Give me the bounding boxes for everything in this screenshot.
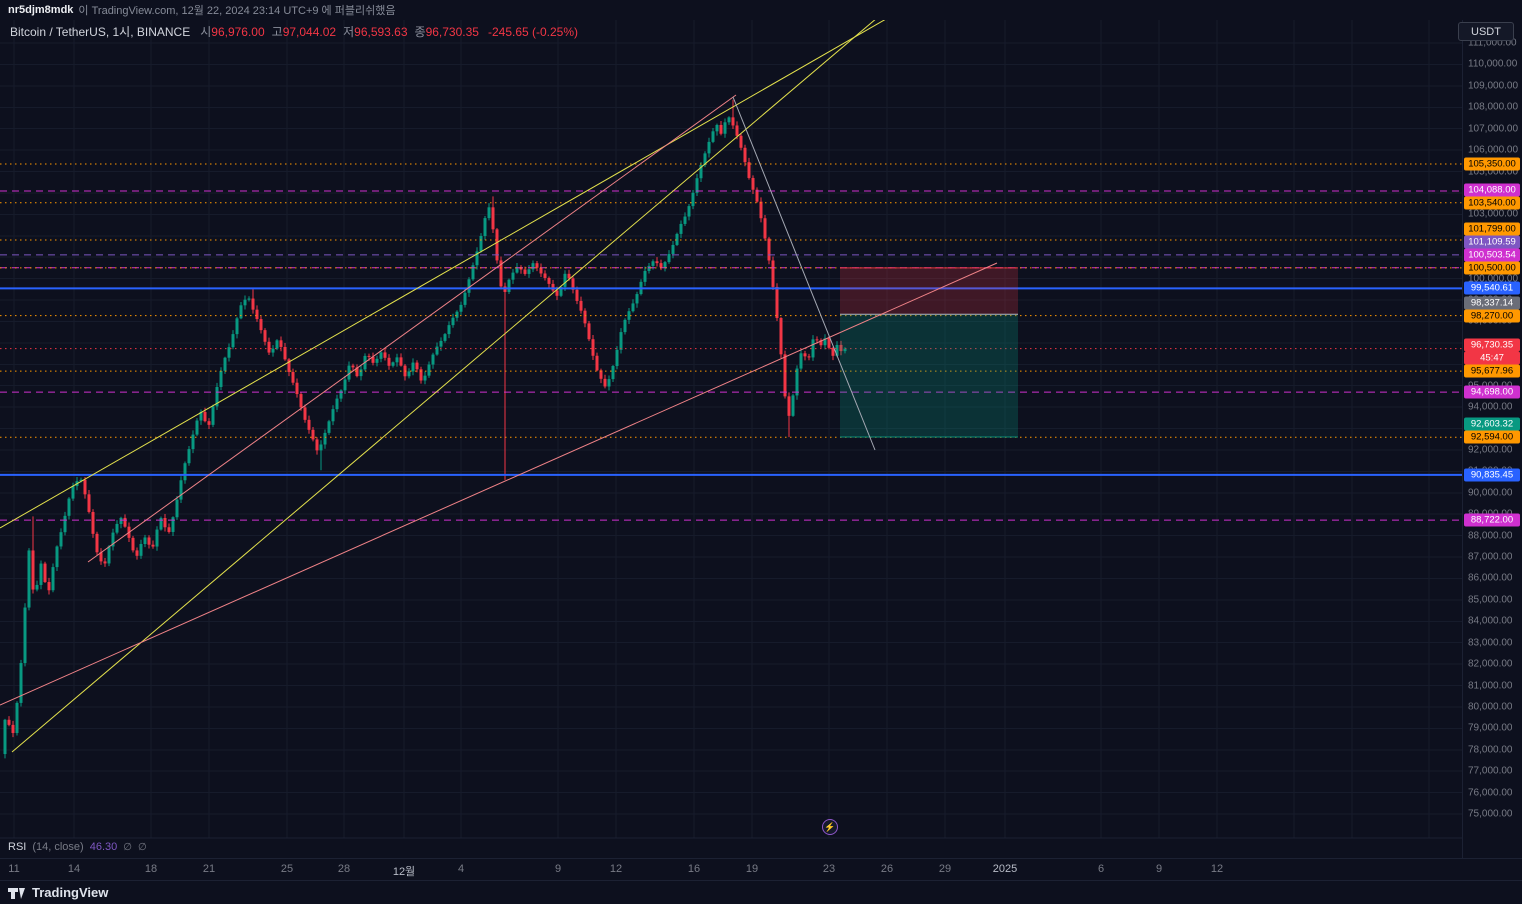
price-axis[interactable]: 75,000.00 76,000.00 77,000.00 78,000.00 79,0… [1462,20,1522,858]
price-axis-badge[interactable]: 98,337.14 [1464,296,1520,310]
yellow-rising-lower [11,20,876,753]
pink-rising-long [0,262,998,706]
time-tick-label: 18 [144,863,158,875]
price-tick-label: 86,000.00 [1468,572,1513,584]
price-tick-label: 105,000.00 [1468,166,1519,177]
price-tick-label: 87,000.00 [1468,551,1513,563]
time-tick-label: 25 [280,863,294,875]
rsi-label[interactable]: RSI [8,841,27,853]
pink-rising-steep [87,94,737,563]
time-axis[interactable]: 11 14 18 21 25 28 12월 4 9 12 16 19 23 26 29 2025 6 9 12 [0,858,1522,880]
price-tick-label: 77,000.00 [1468,765,1513,777]
time-tick-label: 6 [1097,863,1105,875]
tradingview-wordmark[interactable]: TradingView [32,885,109,900]
price-axis-badge[interactable]: 105,350.00 [1464,157,1520,171]
publisher-username[interactable]: nr5djm8mdk [8,4,74,16]
ohlc-high: 고97,044.02 [271,25,337,39]
price-axis-badge[interactable]: 104,088.00 [1464,183,1520,197]
rsi-status-icon-1[interactable]: ∅ [123,841,132,853]
lightning-marker-icon[interactable]: ⚡ [822,819,838,835]
price-axis-badge[interactable]: 94,698.00 [1464,385,1520,399]
rsi-params: (14, close) [32,841,84,853]
time-tick-label: 11 [8,863,20,875]
rsi-status-icon-2[interactable]: ∅ [137,841,147,853]
footer-bar: TradingView [0,880,1522,904]
time-tick-label: 12월 [392,866,416,878]
price-tick-label: 84,000.00 [1468,615,1513,627]
price-tick-label: 82,000.00 [1468,658,1513,670]
price-tick-label: 78,000.00 [1468,744,1513,756]
rsi-value: 46.30 [89,841,118,853]
price-axis-badge[interactable]: 88,722.00 [1464,513,1520,527]
price-tick-label: 90,000.00 [1468,487,1513,499]
currency-toggle-button[interactable]: USDT [1458,22,1514,41]
price-axis-badge[interactable]: 103,540.00 [1464,196,1520,210]
price-axis-badge[interactable]: 92,594.00 [1464,430,1520,444]
price-tick-label: 110,000.00 [1468,58,1518,70]
price-tick-label: 108,000.00 [1468,101,1519,113]
price-tick-label: 81,000.00 [1468,680,1513,691]
price-tick-label: 76,000.00 [1468,787,1513,799]
time-tick-label: 16 [687,863,701,875]
short-position-tool[interactable] [840,267,1018,438]
time-tick-label: 23 [822,863,836,875]
trendlines-layer[interactable] [0,20,998,753]
price-axis-badge[interactable]: 101,109.59 [1464,235,1520,249]
price-tick-label: 88,000.00 [1468,530,1513,542]
price-axis-badge[interactable]: 95,677.96 [1464,364,1520,378]
price-axis-badge[interactable]: 90,835.45 [1464,468,1520,482]
price-axis-badge[interactable]: 98,270.00 [1464,309,1520,323]
price-axis-badge[interactable]: 101,799.00 [1464,222,1520,236]
ohlc-close: 종96,730.35 [414,25,479,39]
publisher-bar: nr5djm8mdk 이 TradingView.com, 12월 22, 20… [0,0,1522,20]
price-axis-badge[interactable]: 45:47 [1464,351,1520,365]
price-change: -245.65 (-0.25%) [487,24,579,39]
time-tick-label: 19 [745,863,759,875]
time-tick-label: 29 [938,863,952,875]
yellow-rising-upper [0,20,886,529]
ohlc-low: 저96,593.63 [343,25,408,39]
price-tick-label: 111,000.00 [1468,37,1517,49]
price-axis-badge[interactable]: 96,730.35 [1464,338,1520,352]
price-axis-badge[interactable]: 99,540.61 [1464,281,1520,295]
rsi-indicator-row[interactable]: RSI (14, close) 46.30 ∅ ∅ [8,841,147,853]
gray-falling [732,96,876,451]
price-tick-label: 109,000.00 [1468,80,1519,92]
chart-canvas[interactable] [0,20,1462,858]
tradingview-logo-icon[interactable] [8,884,26,902]
price-axis-badge[interactable]: 100,500.00 [1464,261,1520,275]
price-axis-badge[interactable]: 92,603.32 [1464,417,1520,431]
price-tick-label: 75,000.00 [1468,808,1513,820]
symbol-header: Bitcoin / TetherUS, 1시, BINANCE 시96,976.… [10,23,578,40]
time-tick-label: 21 [202,863,216,875]
price-tick-label: 94,000.00 [1468,401,1513,413]
symbol-title[interactable]: Bitcoin / TetherUS, 1시, BINANCE [10,25,191,39]
publisher-text: 이 TradingView.com, 12월 22, 2024 23:14 UT… [78,5,396,17]
price-tick-label: 92,000.00 [1468,444,1513,456]
price-tick-label: 85,000.00 [1468,594,1513,606]
price-tick-label: 106,000.00 [1468,144,1519,156]
time-tick-label: 4 [457,863,465,875]
time-tick-label: 26 [880,863,894,875]
time-tick-label: 12 [1210,863,1224,875]
levels-layer[interactable] [0,163,1462,521]
price-tick-label: 79,000.00 [1468,722,1513,734]
price-tick-label: 80,000.00 [1468,701,1513,713]
price-tick-label: 83,000.00 [1468,637,1513,649]
time-tick-label: 2025 [992,863,1018,875]
time-tick-label: 12 [609,863,623,875]
price-tick-label: 103,000.00 [1468,208,1519,220]
time-tick-label: 28 [337,863,351,875]
time-tick-label: 9 [554,863,562,875]
price-tick-label: 100,000.00 [1468,273,1519,285]
grid-layer [0,20,1462,838]
time-tick-label: 9 [1155,863,1163,875]
time-tick-label: 14 [67,863,81,875]
price-axis-badge[interactable]: 100,503.54 [1464,248,1520,262]
ohlc-open: 시96,976.00 [200,25,265,39]
price-tick-label: 107,000.00 [1468,123,1519,135]
candles-layer [3,99,847,759]
